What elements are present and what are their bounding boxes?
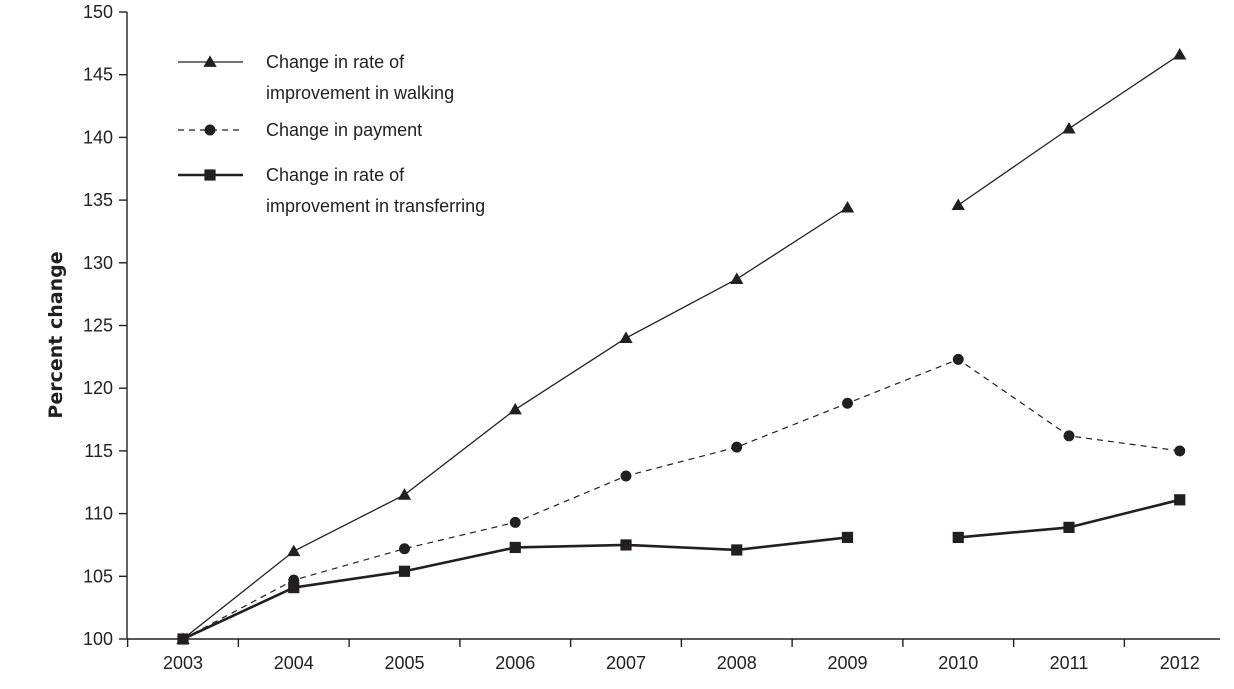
square-marker [1063,521,1075,533]
legend-label: Change in rate of [266,165,405,185]
legend-label: Change in payment [266,120,422,140]
triangle-marker [397,488,412,500]
triangle-marker [203,55,217,67]
circle-marker [204,124,216,136]
x-tick-label: 2004 [274,653,314,673]
triangle-marker [287,544,301,557]
y-tick-label: 135 [83,190,113,210]
x-tick-label: 2005 [384,653,424,673]
square-marker [731,544,743,556]
square-marker [177,633,189,645]
series-line [182,358,1180,640]
legend-item-2: Change in payment [178,120,422,140]
y-tick-label: 125 [83,316,113,336]
legend-label: improvement in transferring [266,196,485,216]
circle-marker [842,397,853,409]
legend-label: improvement in walking [266,83,454,103]
x-tick-label: 2007 [606,653,646,673]
triangle-marker [619,331,633,343]
series-2 [177,353,1186,645]
triangle-marker [1062,121,1076,134]
y-tick-label: 130 [83,253,113,273]
square-marker [952,531,964,544]
triangle-marker [508,402,522,415]
triangle-marker [730,272,744,285]
x-tick-label: 2010 [938,653,978,673]
circle-marker [399,543,410,555]
circle-marker [1174,445,1186,457]
x-tick-label: 2011 [1050,653,1089,673]
x-tick-label: 2008 [717,653,757,673]
y-tick-label: 120 [83,378,113,398]
series-layer [176,47,1187,645]
circle-marker [620,470,632,482]
square-marker [288,581,300,594]
square-marker [1174,494,1186,506]
y-tick-label: 140 [83,127,113,147]
square-marker [204,169,216,181]
legend-item-3: Change in rate of improvement in transfer… [178,165,485,216]
y-tick-label: 145 [83,65,113,85]
axes: 100 105 110 115 120 125 130 135 140 145 150 2003 200… [83,2,1220,673]
y-tick-label: 105 [83,566,113,586]
circle-marker [1063,430,1075,442]
series-1 [176,47,1187,644]
x-tick-label: 2006 [495,653,535,673]
x-tick-label: 2012 [1160,653,1200,673]
y-tick-label: 150 [83,2,113,22]
triangle-marker [951,198,965,211]
y-axis-title: Percent change [45,251,67,418]
circle-marker [952,353,964,365]
x-tick-label: 2003 [163,653,203,673]
square-marker [398,565,411,577]
x-tick-label: 2009 [827,653,867,673]
circle-marker [731,441,743,453]
triangle-marker [840,200,855,213]
legend-item-1: Change in rate of improvement in walking [178,52,454,103]
square-marker [620,539,632,551]
circle-marker [509,516,521,528]
legend-label: Change in rate of [266,52,405,72]
series-line [182,207,848,640]
y-tick-label: 115 [84,441,113,461]
y-tick-label: 100 [83,629,113,649]
y-tick-label: 110 [84,504,113,524]
series-3 [177,494,1186,645]
square-marker [509,541,521,554]
triangle-marker [1173,47,1187,60]
square-marker [841,531,854,544]
